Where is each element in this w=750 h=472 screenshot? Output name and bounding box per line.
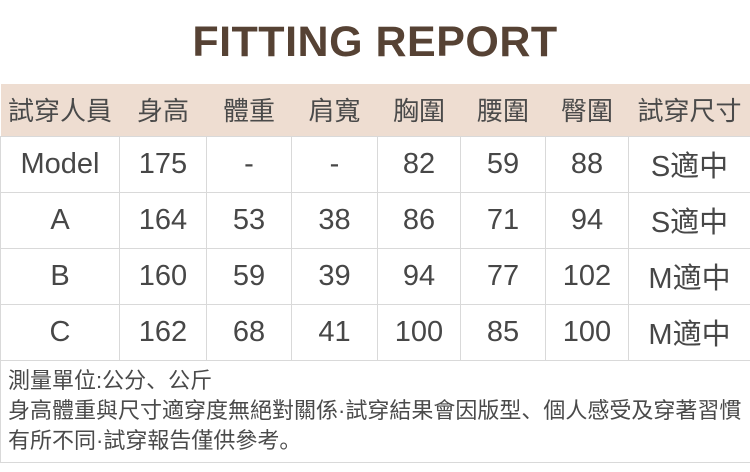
table-row-a: A 164 53 38 86 71 94 S適中 [0,191,750,249]
table-cell: 100 [377,303,461,361]
table-cell: 88 [545,135,629,193]
column-header-chest: 胸圍 [377,84,461,136]
table-cell: 41 [291,303,378,361]
table-cell: 100 [545,303,629,361]
table-cell: - [206,135,292,193]
column-header-height: 身高 [119,84,207,136]
table-cell: 162 [119,303,207,361]
table-cell: 53 [206,191,292,249]
note-measure-unit: 測量單位:公分、公斤 [8,367,213,393]
table-cell: S適中 [628,191,750,249]
table-row-model: Model 175 - - 82 59 88 S適中 [0,135,750,193]
table-cell: 175 [119,135,207,193]
row-label: C [0,303,120,361]
column-header-tester: 試穿人員 [0,84,120,136]
table-cell: S適中 [628,135,750,193]
table-cell: 77 [460,247,546,305]
table-cell: 94 [545,191,629,249]
fitting-table: 試穿人員 身高 體重 肩寬 胸圍 腰圍 臀圍 試穿尺寸 Model 175 - … [0,84,750,463]
row-label: A [0,191,120,249]
table-cell: 85 [460,303,546,361]
note-disclaimer: 身高體重與尺寸適穿度無絕對關係·試穿結果會因版型、個人感受及穿著習慣有所不同·試… [8,397,742,453]
table-cell: 38 [291,191,378,249]
table-cell: 82 [377,135,461,193]
table-cell: 59 [206,247,292,305]
column-header-hip: 臀圍 [545,84,629,136]
table-cell: 68 [206,303,292,361]
table-notes-row: 測量單位:公分、公斤 身高體重與尺寸適穿度無絕對關係·試穿結果會因版型、個人感受… [0,359,750,463]
notes-cell: 測量單位:公分、公斤 身高體重與尺寸適穿度無絕對關係·試穿結果會因版型、個人感受… [0,359,750,463]
table-cell: 59 [460,135,546,193]
table-cell: M適中 [628,247,750,305]
table-cell: 71 [460,191,546,249]
table-row-c: C 162 68 41 100 85 100 M適中 [0,303,750,361]
table-cell: 39 [291,247,378,305]
table-header-row: 試穿人員 身高 體重 肩寬 胸圍 腰圍 臀圍 試穿尺寸 [0,84,750,136]
table-cell: - [291,135,378,193]
column-header-shoulder: 肩寬 [291,84,378,136]
row-label: Model [0,135,120,193]
table-cell: 160 [119,247,207,305]
column-header-fit-size: 試穿尺寸 [628,84,750,136]
table-cell: 94 [377,247,461,305]
table-row-b: B 160 59 39 94 77 102 M適中 [0,247,750,305]
table-cell: 102 [545,247,629,305]
table-cell: 86 [377,191,461,249]
column-header-waist: 腰圍 [460,84,546,136]
table-cell: 164 [119,191,207,249]
page-title: FITTING REPORT [192,17,558,66]
table-cell: M適中 [628,303,750,361]
row-label: B [0,247,120,305]
column-header-weight: 體重 [206,84,292,136]
